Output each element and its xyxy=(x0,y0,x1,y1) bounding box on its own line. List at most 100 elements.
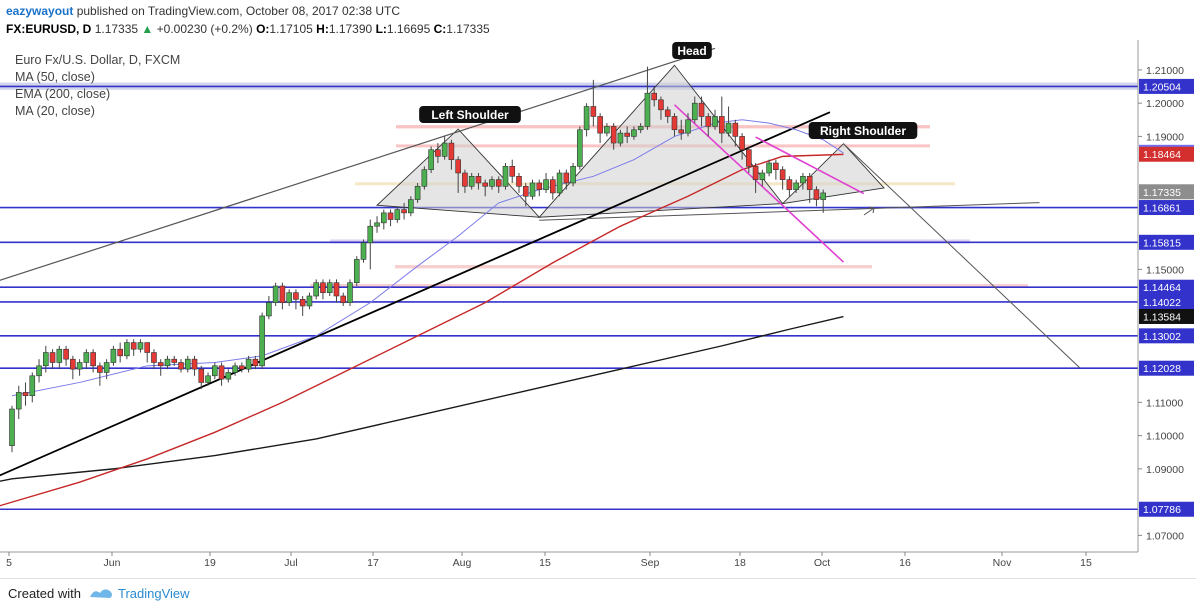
candle-up xyxy=(712,116,718,127)
candle-up xyxy=(637,126,644,131)
candle-down xyxy=(218,365,225,380)
y-tick-label: 1.20000 xyxy=(1146,98,1184,110)
price-label-box xyxy=(1139,200,1194,216)
candle-up xyxy=(326,282,333,293)
pink-channel-line xyxy=(755,136,865,195)
right-shoulder-annotation-label: Right Shoulder xyxy=(820,124,906,138)
candle-up xyxy=(56,348,63,363)
price-label-box xyxy=(1139,279,1194,295)
y-tick-label: 1.07000 xyxy=(1146,530,1184,542)
x-tick-label: Jul xyxy=(284,557,297,569)
candle-down xyxy=(732,122,739,137)
candles-layer xyxy=(9,66,827,453)
candle-down xyxy=(664,109,671,117)
candle-down xyxy=(658,99,664,111)
left-shoulder-annotation-label: Left Shoulder xyxy=(431,108,509,122)
candle-down xyxy=(97,365,103,373)
price-axis[interactable]: 1.21000 1.20000 1.19000 1.15000 1.11000 1.100… xyxy=(1138,65,1194,542)
ma20-line xyxy=(11,119,844,397)
trendline-rising-support xyxy=(0,111,831,477)
legend-ma50[interactable]: MA (50, close) xyxy=(15,70,95,84)
candle-down xyxy=(752,166,759,180)
candle-down xyxy=(536,182,543,190)
candle-down xyxy=(320,282,326,293)
candle-up xyxy=(83,352,90,363)
candle-up xyxy=(556,172,563,194)
open-value: 1.17105 xyxy=(269,22,313,36)
candle-down xyxy=(678,129,685,134)
x-tick-label: 15 xyxy=(1080,557,1092,569)
candle-up xyxy=(631,129,637,137)
candle-up xyxy=(543,179,549,190)
candle-down xyxy=(299,299,306,307)
publish-info: eazywayout published on TradingView.com,… xyxy=(6,4,400,18)
time-axis[interactable]: 5 Jun 19 Jul 17 Aug 15 Sep 18 Oct 16 Nov 15 xyxy=(6,552,1092,569)
candle-up xyxy=(313,282,320,297)
y-tick-label: 1.19000 xyxy=(1146,131,1184,143)
up-triangle-icon: ▲ xyxy=(141,22,154,36)
ma50-line xyxy=(0,153,844,507)
candle-down xyxy=(806,176,813,190)
candle-down xyxy=(157,362,164,367)
candle-down xyxy=(293,292,299,300)
candle-up xyxy=(103,362,110,373)
last-price: 1.17335 xyxy=(94,22,139,36)
price-label-box xyxy=(1139,184,1194,200)
candle-down xyxy=(509,166,516,177)
candle-up xyxy=(76,362,83,370)
candle-up xyxy=(259,315,265,367)
candle-down xyxy=(739,136,745,151)
legend-ma20[interactable]: MA (20, close) xyxy=(15,104,95,118)
candle-down xyxy=(90,352,96,367)
zone-band xyxy=(310,284,1028,288)
candle-down xyxy=(171,358,178,363)
candle-down xyxy=(462,172,468,187)
price-label: 1.16861 xyxy=(1143,203,1181,215)
published-text: published on TradingView.com, October 08… xyxy=(76,4,401,18)
candle-down xyxy=(698,102,705,117)
author-link[interactable]: eazywayout xyxy=(6,4,74,18)
price-label: 1.18464 xyxy=(1143,149,1181,161)
price-label-box xyxy=(1139,328,1194,344)
price-label: 1.12028 xyxy=(1143,363,1181,375)
legend-ema200[interactable]: EMA (200, close) xyxy=(15,87,111,101)
candle-up xyxy=(604,126,610,134)
candle-up xyxy=(691,102,698,121)
candle-up xyxy=(820,192,827,200)
ohlc-bar: FX:EURUSD, D 1.17335 ▲ +0.00230 (+0.2%) … xyxy=(6,22,490,36)
candle-down xyxy=(671,116,678,131)
x-tick-label: Aug xyxy=(453,557,472,569)
candle-up xyxy=(583,106,590,131)
candle-up xyxy=(124,342,130,357)
candle-up xyxy=(212,365,218,377)
candle-up xyxy=(164,358,171,367)
candle-up xyxy=(29,375,36,397)
candle-up xyxy=(360,242,367,260)
high-label: H: xyxy=(316,22,329,36)
x-tick-label: Sep xyxy=(641,557,660,569)
ema200-line xyxy=(0,315,844,482)
zone-band xyxy=(330,239,970,244)
zone-band xyxy=(395,265,872,269)
candle-down xyxy=(522,185,529,197)
legend-title[interactable]: Euro Fx/U.S. Dollar, D, FXCM xyxy=(15,53,181,67)
candle-down xyxy=(746,149,752,167)
candle-down xyxy=(144,342,150,353)
candle-down xyxy=(597,116,603,134)
trendline-upper-channel xyxy=(0,47,716,281)
tradingview-link[interactable]: TradingView xyxy=(118,586,190,601)
candle-up xyxy=(468,176,475,187)
candle-down xyxy=(705,116,712,127)
footer: Created with TradingView xyxy=(0,578,1196,607)
candle-down xyxy=(786,179,793,190)
candle-down xyxy=(435,149,441,157)
pink-channel-line xyxy=(673,104,845,263)
x-tick-label: Jun xyxy=(104,557,121,569)
y-tick-label: 1.21000 xyxy=(1146,65,1184,77)
candle-up xyxy=(306,295,313,307)
price-label: 1.20504 xyxy=(1143,81,1181,93)
candle-up xyxy=(421,169,428,187)
candle-up xyxy=(266,302,272,317)
high-value: 1.17390 xyxy=(328,22,373,36)
